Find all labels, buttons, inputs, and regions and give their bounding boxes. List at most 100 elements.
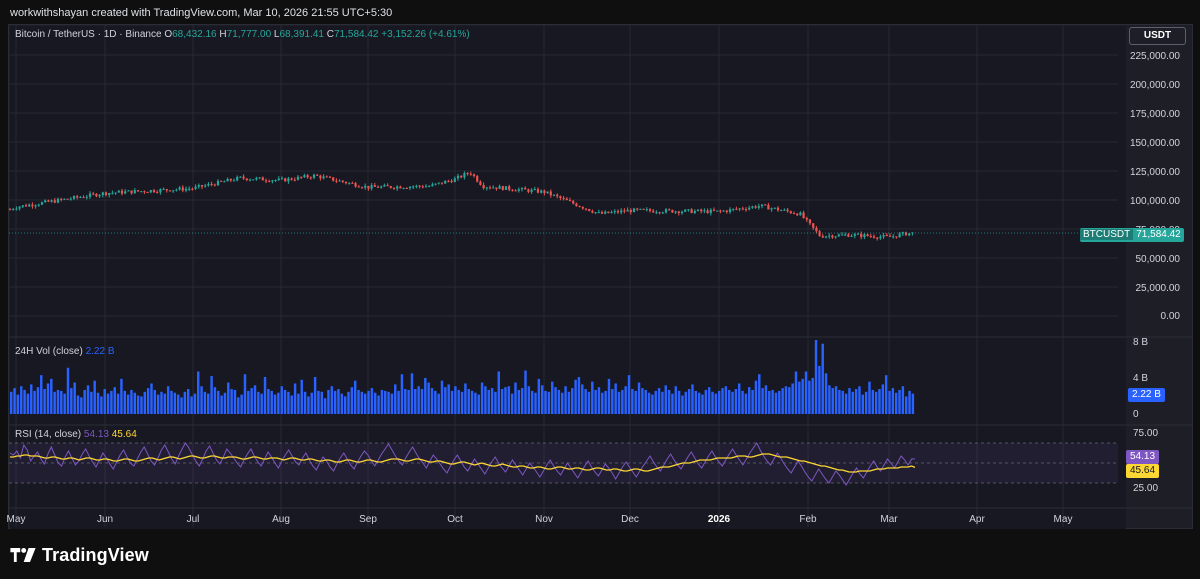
volume-bar [804,371,808,414]
volume-bar [477,394,480,414]
volume-bar [237,397,240,414]
rsi-ma-line [10,453,916,473]
candle-body [402,188,405,190]
candle-body [652,210,655,213]
volume-bar [641,388,644,414]
candle-body [645,209,648,211]
candle-body [642,208,645,210]
candle-body [268,180,271,182]
candle-body [632,208,636,213]
volume-bar [176,394,180,414]
volume-bar [180,397,183,414]
candle-body [357,186,360,188]
rsi-legend[interactable]: RSI (14, close) 54.13 45.64 [15,429,137,440]
candle-body [204,185,207,187]
candle-body [796,213,799,216]
candle-body [655,212,658,214]
candle-body [783,209,786,211]
symbol-name[interactable]: Bitcoin / TetherUS · 1D · Binance [15,29,162,40]
candle-body [18,206,21,209]
candle-body [34,205,37,207]
plot-area[interactable] [10,26,1126,529]
volume-bar [814,340,818,414]
volume-bar [614,383,617,414]
candle-body [629,209,632,213]
volume-badge: 2.22 B [1128,388,1165,402]
candle-body [40,202,44,205]
candle-body [191,188,194,190]
volume-bar [317,390,320,414]
volume-bar [888,390,891,414]
volume-bar [417,386,420,414]
candle-body [639,208,642,210]
candle-body [111,192,114,194]
volume-bar [851,391,854,414]
volume-bar [313,377,317,414]
volume-bar [407,389,410,414]
volume-bar [537,378,541,414]
candle-body [856,233,860,235]
candle-body [757,206,760,208]
candle-body [120,190,124,194]
candle-body [847,234,850,237]
volume-bar [571,388,574,414]
volume-bar [353,380,357,414]
volume-bar [764,385,768,414]
candle-body [840,234,844,236]
volume-bar [821,343,824,414]
volume-bar [200,386,203,414]
volume-bar [654,390,657,414]
candle-body [744,209,748,211]
volume-bar [186,389,190,414]
volume-bar [183,391,187,414]
volume-bar [550,381,554,414]
volume-bar [273,394,277,414]
volume-bar [23,389,26,414]
volume-bar [270,390,273,414]
low-value: 68,391.41 [279,29,324,40]
volume-legend[interactable]: 24H Vol (close) 2.22 B [15,346,115,357]
price-tick: 150,000.00 [1129,138,1180,149]
candle-body [21,205,24,207]
candle-body [591,210,594,213]
volume-bar [898,389,901,414]
volume-bar [704,389,708,414]
symbol-legend[interactable]: Bitcoin / TetherUS · 1D · Binance O68,43… [15,29,470,40]
time-tick: Aug [272,514,290,525]
candle-body [133,190,136,194]
candle-body [319,175,322,179]
candle-body [424,186,428,188]
volume-bar [854,389,858,414]
volume-bar [56,389,60,414]
volume-bar [894,392,898,414]
candle-body [517,189,520,191]
candle-body [447,180,450,182]
candle-body [482,184,485,189]
brand-footer[interactable]: TradingView [10,545,149,565]
volume-bar [53,391,56,414]
candle-body [108,193,111,195]
volume-bar [834,386,838,414]
candle-body [360,187,364,189]
candle-body [671,209,674,213]
candle-body [767,204,770,210]
candle-body [677,211,680,214]
volume-bar [460,391,464,414]
rsi-badge: 54.13 [1126,450,1160,464]
candle-body [812,223,815,228]
candle-body [274,180,277,182]
price-tick: 0.00 [1160,311,1180,322]
volume-bar [774,392,778,414]
volume-bar [397,390,400,414]
volume-bar [748,387,751,414]
candle-body [456,175,460,179]
candle-body [620,210,623,213]
candle-body [85,196,88,198]
candle-body [495,187,498,189]
candle-body [684,209,687,212]
volume-bar [133,392,137,414]
currency-selector[interactable]: USDT [1129,27,1186,45]
volume-bar [864,391,868,414]
candle-body [831,235,834,238]
